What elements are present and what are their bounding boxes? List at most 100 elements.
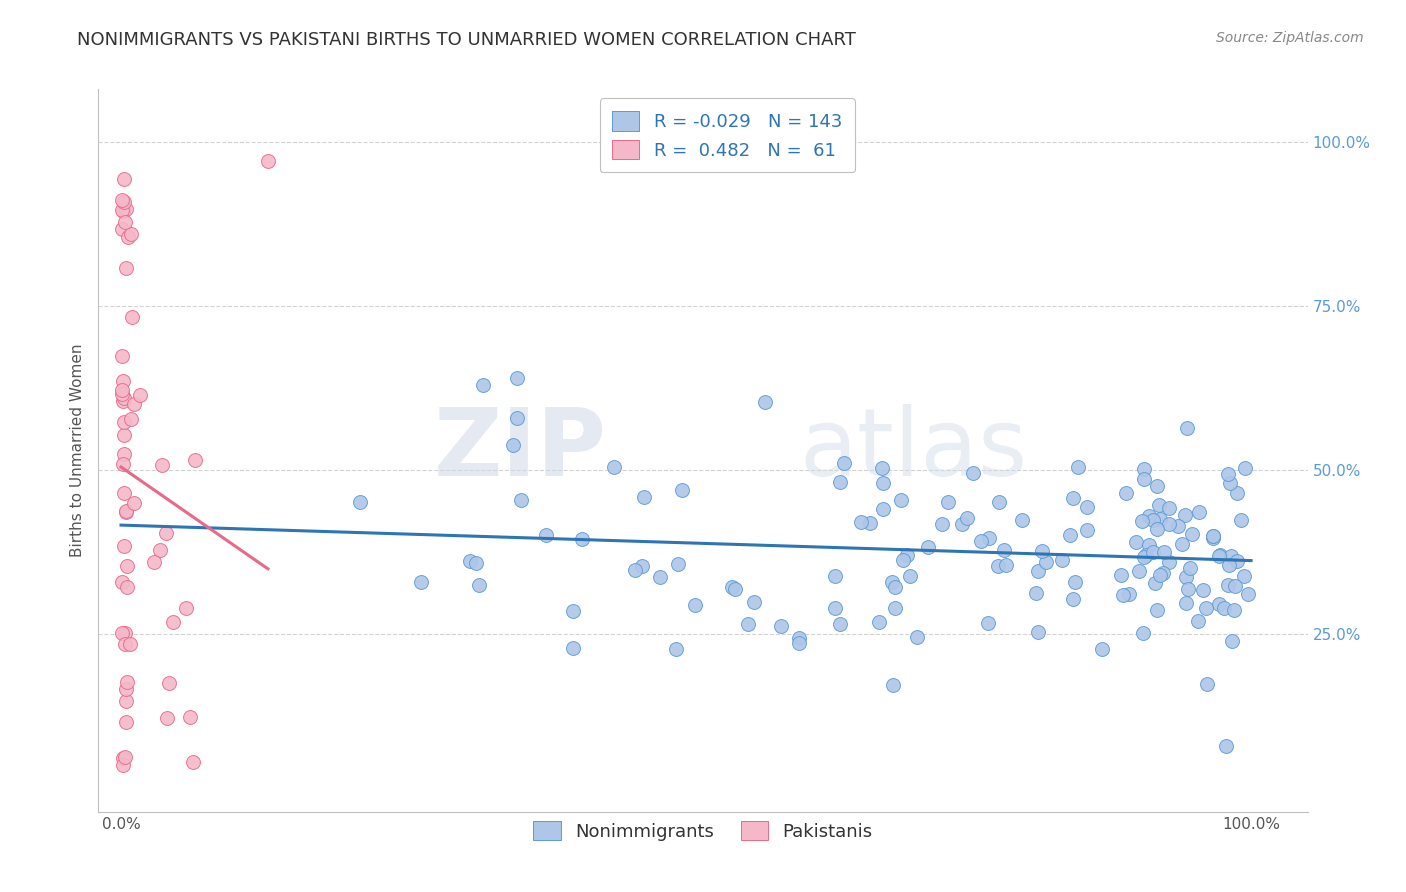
Text: ZIP: ZIP [433, 404, 606, 497]
Point [115, 202, 138, 217]
Point [1035, 555, 1057, 569]
Point [1128, 565, 1150, 579]
Point [884, 600, 907, 615]
Point [720, 581, 742, 595]
Point [993, 543, 1015, 558]
Point [111, 383, 134, 397]
Point [115, 674, 138, 689]
Point [114, 694, 136, 708]
Point [149, 543, 172, 558]
Point [1059, 528, 1081, 542]
Point [1175, 421, 1198, 435]
Point [1216, 578, 1239, 592]
Point [1011, 513, 1033, 527]
Point [859, 516, 882, 531]
Point [1062, 491, 1084, 505]
Point [1146, 603, 1168, 617]
Point [411, 575, 433, 590]
Point [157, 676, 180, 690]
Point [602, 459, 624, 474]
Point [666, 557, 689, 571]
Point [156, 711, 179, 725]
Point [1233, 569, 1256, 583]
Point [502, 438, 524, 452]
Point [1115, 486, 1137, 500]
Point [917, 541, 939, 555]
Point [111, 193, 134, 207]
Point [1118, 587, 1140, 601]
Point [122, 397, 145, 411]
Point [890, 493, 912, 508]
Point [979, 531, 1001, 545]
Point [112, 172, 135, 186]
Point [896, 548, 918, 562]
Point [787, 631, 810, 645]
Point [176, 600, 198, 615]
Text: Source: ZipAtlas.com: Source: ZipAtlas.com [1216, 31, 1364, 45]
Point [742, 595, 765, 609]
Point [114, 625, 136, 640]
Point [754, 395, 776, 409]
Point [936, 495, 959, 509]
Point [162, 615, 184, 629]
Point [624, 563, 647, 577]
Point [962, 467, 984, 481]
Point [665, 642, 688, 657]
Point [1109, 567, 1132, 582]
Point [828, 617, 851, 632]
Point [1153, 545, 1175, 559]
Point [111, 626, 134, 640]
Point [955, 510, 977, 524]
Point [111, 394, 134, 409]
Point [1181, 527, 1204, 541]
Point [1222, 603, 1244, 617]
Point [1220, 634, 1243, 648]
Point [832, 456, 855, 470]
Point [111, 387, 134, 401]
Point [1237, 587, 1260, 601]
Point [1195, 600, 1218, 615]
Point [111, 575, 134, 590]
Point [1219, 549, 1241, 564]
Point [458, 554, 481, 568]
Point [1147, 498, 1170, 512]
Point [1142, 513, 1164, 527]
Point [155, 526, 177, 541]
Point [115, 681, 138, 696]
Point [129, 388, 152, 402]
Point [111, 751, 134, 765]
Point [112, 485, 135, 500]
Point [1028, 624, 1050, 639]
Point [1062, 592, 1084, 607]
Point [1202, 529, 1225, 543]
Point [179, 710, 201, 724]
Point [1067, 459, 1090, 474]
Point [1215, 739, 1237, 753]
Point [117, 229, 139, 244]
Point [905, 630, 928, 644]
Point [1218, 558, 1240, 572]
Point [509, 492, 531, 507]
Point [111, 457, 134, 471]
Point [824, 569, 846, 583]
Point [1201, 528, 1223, 542]
Point [1142, 545, 1164, 559]
Point [870, 461, 893, 475]
Point [349, 495, 371, 509]
Point [571, 532, 593, 546]
Point [882, 678, 904, 692]
Point [111, 202, 134, 217]
Point [257, 154, 280, 169]
Point [120, 227, 142, 241]
Point [468, 578, 491, 592]
Point [1187, 614, 1209, 628]
Point [1213, 600, 1236, 615]
Point [1233, 460, 1256, 475]
Point [114, 749, 136, 764]
Point [1132, 626, 1154, 640]
Point [1076, 523, 1098, 537]
Point [1052, 553, 1074, 567]
Point [115, 580, 138, 594]
Point [1195, 677, 1218, 691]
Point [851, 515, 873, 529]
